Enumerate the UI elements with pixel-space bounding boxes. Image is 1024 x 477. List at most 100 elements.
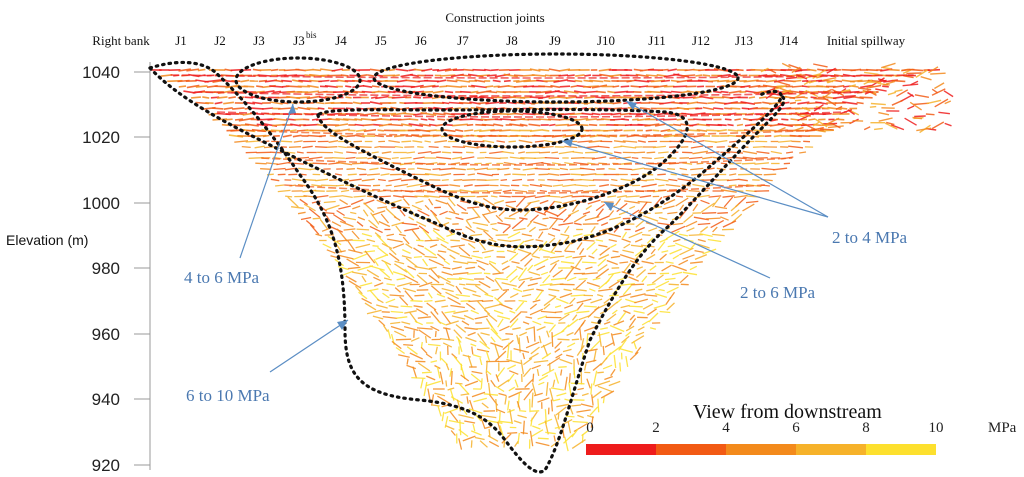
stress-vector [688,233,704,237]
stress-vector [494,199,504,205]
stress-vector [611,309,618,315]
stress-vector [657,68,669,72]
stress-vector [508,391,522,398]
stress-vector [791,66,801,74]
stress-vector [406,346,418,355]
stress-vector [488,238,497,243]
stress-vector [636,266,644,270]
stress-vector [884,122,898,130]
stress-vector [402,249,411,254]
stress-vector [536,326,546,331]
stress-vector [530,346,540,355]
stress-vector [583,189,598,193]
annotation-2-6: 2 to 6 MPa [740,283,816,302]
stress-vector [501,151,515,154]
stress-vector [497,420,513,424]
stress-vector [382,325,389,332]
stress-vector [550,239,561,253]
stress-vector [765,79,778,83]
arrow-4-6 [239,103,294,259]
stress-vector [441,178,449,182]
stress-vector [316,123,324,127]
stress-vector [427,343,441,347]
stress-vector [235,112,244,116]
stress-vector [472,293,481,298]
stress-vector [608,210,615,216]
stress-vector [523,357,533,366]
stress-vector [417,362,431,372]
stress-vector [471,207,481,219]
stress-vector [334,173,343,176]
stress-vector [421,68,433,72]
stress-vector [832,84,845,89]
stress-vector [531,392,534,408]
stress-vector [662,205,675,210]
stress-vector [572,233,583,237]
stress-vector [697,243,710,249]
stress-vector [594,380,611,387]
stress-vector [270,178,280,182]
stress-vector [654,123,666,127]
stress-vector [613,320,625,326]
stress-vector [306,107,320,110]
stress-vector [592,370,598,386]
color-scale-segment [796,444,866,455]
stress-vector [464,327,478,330]
stress-vector [717,123,727,127]
stress-vector [518,299,528,303]
stress-vector [629,205,636,210]
stress-vector [571,338,580,341]
stress-vector [346,151,357,154]
stress-vector [559,167,568,171]
stress-vector [348,249,363,254]
stress-vector [646,288,656,292]
stress-vector [287,196,299,208]
stress-vector [455,216,464,221]
stress-vector [667,244,676,248]
stress-vector [334,151,344,154]
stress-vector [599,189,608,193]
stress-vector [496,290,508,301]
stress-vector [408,216,415,221]
stress-vector [607,195,617,198]
stress-vector [266,173,274,176]
stress-vector [492,272,504,275]
stress-vector [461,320,470,326]
stress-vector [387,238,403,243]
stress-vector [315,101,325,105]
stress-vector [470,430,482,436]
stress-vector [381,242,393,250]
stress-vector [824,88,833,94]
stress-vector [558,222,574,226]
arrow-6-10 [269,319,349,373]
stress-vector [446,232,456,238]
stress-vector [455,324,467,333]
stress-vector [417,244,424,248]
stress-vector [658,151,669,154]
stress-vector [405,79,421,83]
stress-vector [635,269,647,278]
stress-vector [538,68,550,72]
stress-vector [460,374,470,382]
stress-vector [354,123,364,127]
stress-vector [878,117,893,122]
stress-vector [488,440,500,448]
stress-vector [548,118,560,121]
stress-vector [446,278,462,280]
stress-vector [404,268,415,279]
stress-vector [394,260,405,265]
stress-vector [682,254,695,260]
joint-label: Initial spillway [827,33,906,48]
stress-vector [773,79,785,83]
stress-vector [346,258,360,267]
stress-vector [354,118,363,121]
stress-vector [557,96,568,99]
stress-vector [549,255,565,259]
stress-vector [473,397,487,403]
stress-vector [502,225,511,234]
stress-vector [453,179,463,181]
stress-vector [528,352,539,360]
stress-vector [470,440,473,448]
stress-vector [424,140,431,143]
stress-vector [385,298,396,304]
